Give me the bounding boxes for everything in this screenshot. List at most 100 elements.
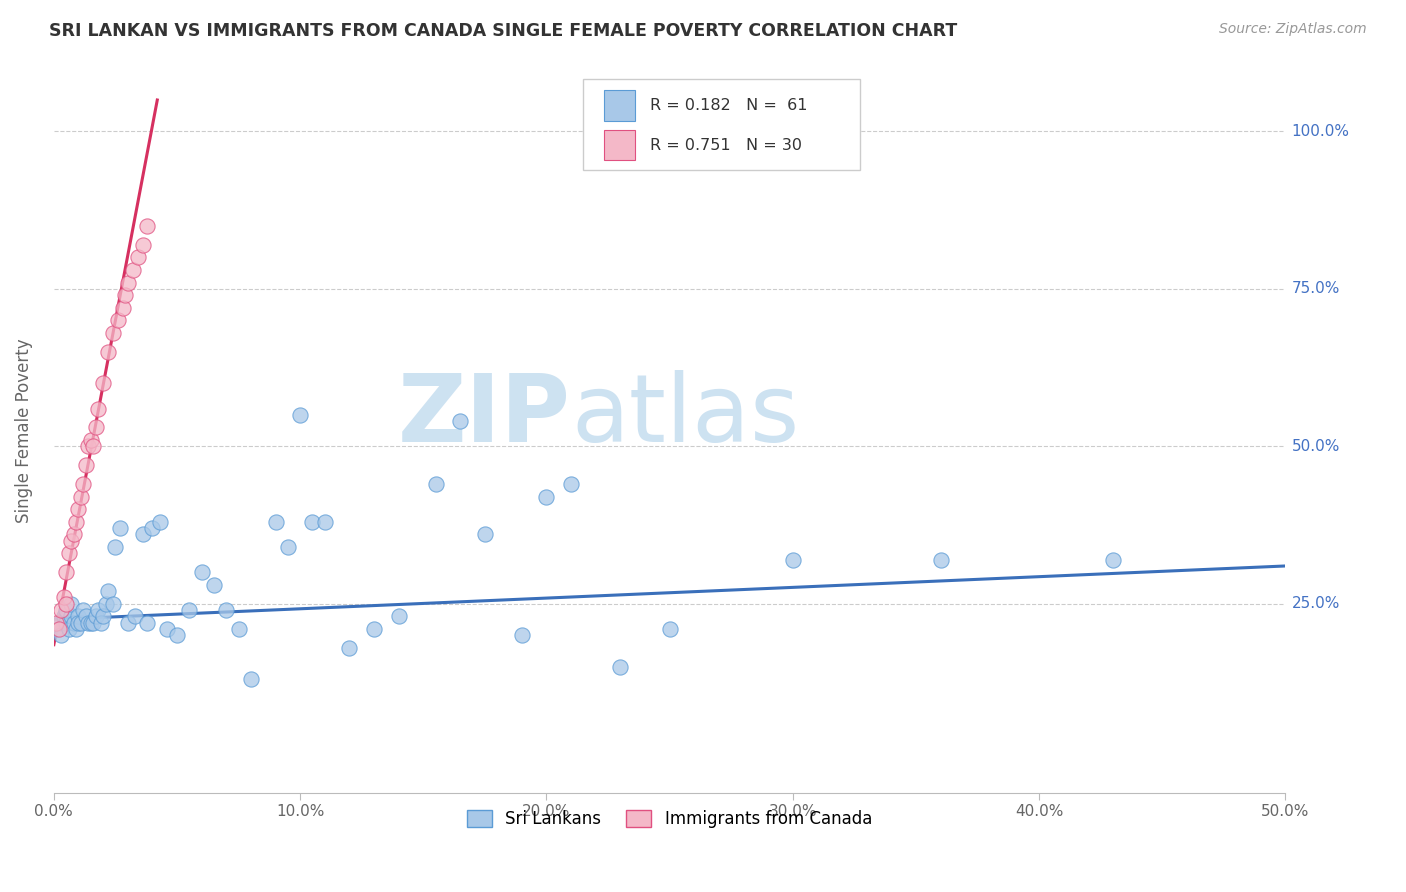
Point (65, 515, 87, 529)
Point (58, 622, 80, 636)
Point (101, 326, 124, 340)
Point (91, 376, 114, 391)
Point (190, 566, 212, 580)
Point (136, 219, 159, 233)
Point (131, 237, 153, 252)
Point (60, 597, 83, 611)
Point (52, 609, 75, 624)
Point (149, 515, 172, 529)
Point (131, 527, 153, 541)
Point (449, 414, 471, 428)
Point (45, 615, 67, 630)
Text: 25.0%: 25.0% (1292, 596, 1340, 611)
Text: 50.0%: 50.0% (1292, 439, 1340, 454)
Point (124, 609, 146, 624)
Point (72, 603, 94, 617)
Point (111, 301, 134, 315)
Point (52, 591, 75, 605)
Point (82, 439, 104, 453)
Point (166, 628, 188, 642)
Point (62, 615, 84, 630)
Point (97, 584, 120, 599)
Point (70, 615, 93, 630)
Text: atlas: atlas (571, 370, 800, 462)
Point (536, 490, 558, 504)
Point (51, 603, 73, 617)
Point (474, 527, 496, 541)
Point (782, 552, 804, 566)
Point (1102, 552, 1125, 566)
Point (70, 490, 93, 504)
Point (425, 477, 447, 491)
Point (117, 276, 139, 290)
Point (121, 263, 143, 277)
Point (314, 515, 336, 529)
Text: Source: ZipAtlas.com: Source: ZipAtlas.com (1219, 22, 1367, 37)
Point (277, 540, 299, 554)
Point (55, 566, 77, 580)
Point (202, 578, 225, 592)
Point (60, 609, 83, 624)
Point (90, 615, 112, 630)
Point (156, 622, 179, 636)
Point (114, 288, 136, 302)
Point (87, 603, 110, 617)
Point (58, 546, 80, 560)
Point (77, 615, 100, 630)
Point (609, 659, 631, 673)
Point (80, 433, 103, 447)
Point (215, 603, 238, 617)
Text: 100.0%: 100.0% (1292, 124, 1350, 139)
Text: R = 0.182   N =  61: R = 0.182 N = 61 (650, 98, 807, 113)
Point (228, 622, 250, 636)
Point (239, 673, 262, 687)
Point (67, 502, 90, 516)
Point (91, 609, 114, 624)
Point (288, 408, 311, 422)
Text: R = 0.751   N = 30: R = 0.751 N = 30 (650, 137, 801, 153)
Point (301, 515, 323, 529)
Point (75, 609, 97, 624)
Text: SRI LANKAN VS IMMIGRANTS FROM CANADA SINGLE FEMALE POVERTY CORRELATION CHART: SRI LANKAN VS IMMIGRANTS FROM CANADA SIN… (49, 22, 957, 40)
Y-axis label: Single Female Poverty: Single Female Poverty (15, 338, 32, 523)
Point (65, 622, 87, 636)
Point (104, 540, 127, 554)
FancyBboxPatch shape (583, 79, 860, 169)
Point (141, 521, 163, 535)
Point (62, 527, 84, 541)
Point (55, 603, 77, 617)
Point (72, 477, 94, 491)
Point (67, 615, 90, 630)
Point (75, 458, 97, 473)
Point (87, 401, 110, 416)
Point (339, 640, 361, 655)
Point (60, 533, 83, 548)
Point (101, 597, 124, 611)
FancyBboxPatch shape (605, 90, 636, 120)
Point (55, 597, 77, 611)
Point (560, 477, 582, 491)
Point (77, 439, 100, 453)
Point (110, 521, 132, 535)
Point (45, 622, 67, 636)
Point (82, 615, 104, 630)
Legend: Sri Lankans, Immigrants from Canada: Sri Lankans, Immigrants from Canada (460, 804, 879, 835)
Point (363, 622, 385, 636)
Point (658, 622, 681, 636)
Point (84, 420, 107, 434)
Point (179, 603, 201, 617)
Point (107, 313, 129, 327)
Text: 75.0%: 75.0% (1292, 281, 1340, 296)
Text: ZIP: ZIP (398, 370, 571, 462)
Point (55, 615, 77, 630)
FancyBboxPatch shape (605, 130, 636, 161)
Point (97, 344, 120, 359)
Point (51, 628, 73, 642)
Point (84, 609, 107, 624)
Point (48, 622, 70, 636)
Point (127, 251, 149, 265)
Point (510, 628, 533, 642)
Point (48, 615, 70, 630)
Point (80, 615, 103, 630)
Point (67, 609, 90, 624)
